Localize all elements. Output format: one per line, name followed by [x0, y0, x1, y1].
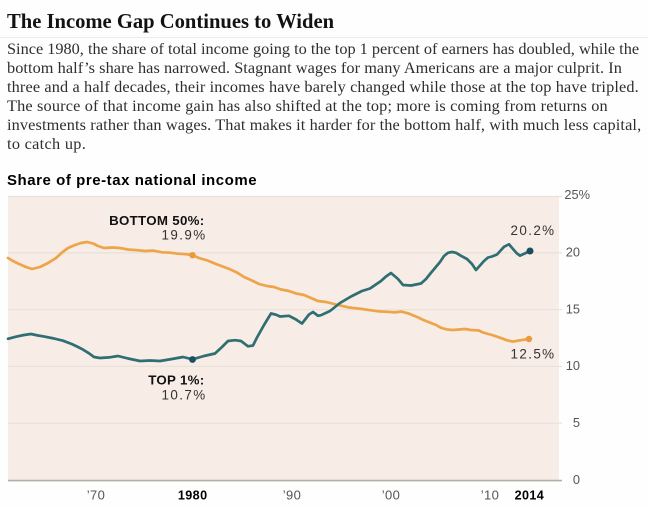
svg-text:BOTTOM 50%:: BOTTOM 50%:	[109, 213, 204, 228]
svg-text:TOP 1%:: TOP 1%:	[148, 373, 204, 388]
svg-text:19.9%: 19.9%	[162, 228, 207, 243]
svg-text:2014: 2014	[515, 489, 545, 503]
svg-text:12.5%: 12.5%	[511, 346, 556, 361]
svg-text:0: 0	[573, 472, 580, 487]
svg-text:5: 5	[573, 415, 580, 430]
svg-text:’90: ’90	[283, 488, 302, 503]
svg-text:’70: ’70	[87, 488, 106, 503]
svg-text:10.7%: 10.7%	[162, 388, 207, 403]
svg-text:’10: ’10	[481, 488, 500, 503]
svg-text:25%: 25%	[564, 187, 590, 202]
svg-text:10: 10	[566, 358, 580, 373]
svg-text:1980: 1980	[178, 489, 208, 503]
svg-text:20: 20	[566, 245, 580, 260]
svg-text:15: 15	[566, 301, 580, 316]
svg-text:’00: ’00	[382, 488, 401, 503]
svg-text:20.2%: 20.2%	[511, 223, 556, 238]
